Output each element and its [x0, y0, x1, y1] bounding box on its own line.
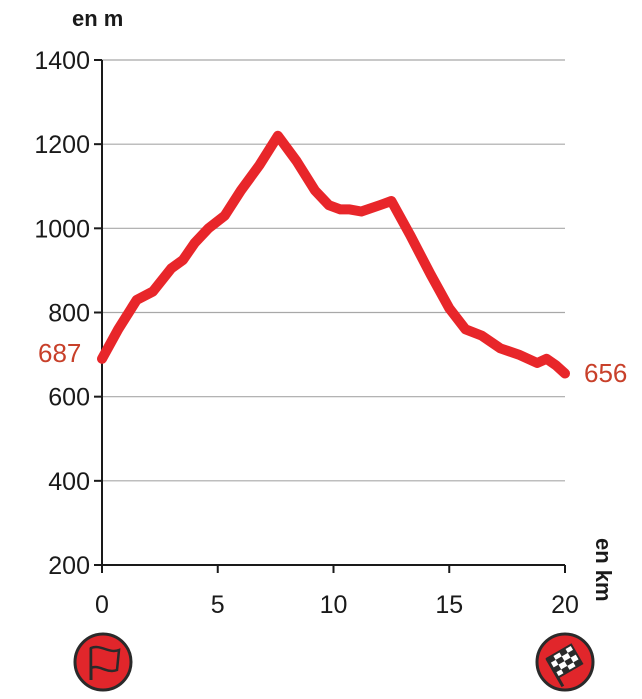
y-tick-label: 1400: [34, 47, 90, 75]
y-tick-labels: 200 400 600 800 1000 1200 1400: [34, 47, 102, 580]
x-tick-label: 20: [551, 591, 579, 619]
x-tick-label: 15: [435, 591, 463, 619]
y-tick-label: 1200: [34, 131, 90, 159]
start-flag-icon: [73, 632, 133, 692]
series-layer: [97, 130, 570, 379]
x-tick-label: 0: [95, 591, 109, 619]
x-tick-label: 10: [320, 591, 348, 619]
y-tick-label: 800: [48, 300, 90, 328]
y-tick-label: 400: [48, 468, 90, 496]
grid-lines: [102, 59, 565, 482]
y-tick-label: 200: [48, 552, 90, 580]
y-tick-label: 600: [48, 384, 90, 412]
x-tick-labels: 0 5 10 15 20: [95, 565, 579, 619]
y-tick-label: 1000: [34, 215, 90, 243]
end-elevation-label: 656: [584, 358, 627, 388]
y-axis-label: en m: [72, 6, 123, 31]
x-tick-label: 5: [211, 591, 225, 619]
x-axis-label: en km: [591, 538, 616, 602]
elevation-line: [97, 130, 570, 379]
checkered-flag-icon: [535, 632, 595, 692]
start-elevation-label: 687: [38, 338, 81, 368]
